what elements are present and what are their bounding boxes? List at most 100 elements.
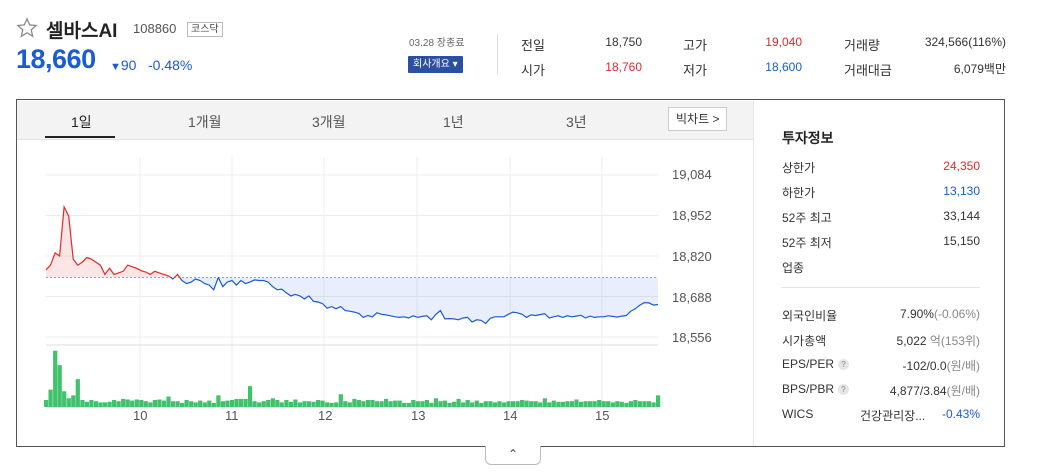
down-arrow-icon: ▼ bbox=[110, 61, 121, 73]
volume-bar bbox=[202, 402, 207, 407]
info-divider bbox=[782, 287, 980, 288]
tab-1month[interactable]: 1개월 bbox=[188, 114, 222, 130]
low-value: 18,600 bbox=[765, 60, 802, 74]
volume-bar bbox=[143, 401, 148, 407]
volume-bar bbox=[175, 401, 180, 407]
foreign-ratio-change: (-0.06%) bbox=[933, 307, 980, 321]
price-line-down bbox=[179, 277, 219, 291]
market-date-status: 03.28 장종료 bbox=[409, 38, 465, 49]
volume-bar bbox=[220, 401, 225, 407]
x-tick-label: 14 bbox=[503, 408, 518, 423]
chart-lines bbox=[45, 204, 659, 325]
help-icon[interactable]: ? bbox=[838, 384, 850, 395]
stock-code: 108860 bbox=[133, 21, 177, 36]
x-tick-label: 13 bbox=[411, 408, 426, 423]
help-icon[interactable]: ? bbox=[838, 359, 850, 370]
volume-bar bbox=[311, 401, 316, 407]
volume-bar bbox=[402, 402, 407, 407]
volume-bar bbox=[447, 402, 452, 407]
wics-sector-link[interactable]: 건강관리장... bbox=[860, 409, 926, 423]
52w-low-label: 52주 최저 bbox=[782, 236, 832, 250]
industry-label: 업종 bbox=[782, 261, 805, 275]
volume-bar bbox=[116, 401, 121, 407]
high-value: 19,040 bbox=[765, 35, 802, 49]
volume-bar bbox=[229, 400, 235, 407]
volume-bar bbox=[293, 399, 298, 407]
volume-bar bbox=[637, 401, 643, 407]
volume-bar bbox=[121, 398, 126, 407]
volume-bar bbox=[456, 398, 461, 407]
volume-bar bbox=[397, 400, 402, 407]
change-value: 90 bbox=[120, 57, 137, 73]
chart-grid bbox=[46, 157, 658, 408]
expand-toggle-button[interactable]: ⌃ bbox=[485, 446, 541, 465]
52w-high-label: 52주 최고 bbox=[782, 211, 832, 225]
tab-1day[interactable]: 1일 bbox=[71, 114, 92, 130]
eps-per: -102/0.0 bbox=[902, 359, 947, 373]
eps-per-value: -102/0.0(원/배) bbox=[903, 357, 980, 374]
volume-bar bbox=[320, 400, 325, 407]
volume-bar bbox=[238, 398, 244, 407]
volume-bar bbox=[57, 365, 62, 407]
volume-bar bbox=[470, 402, 475, 407]
volume-bar bbox=[134, 399, 139, 407]
volume-bar bbox=[415, 401, 420, 407]
trade-amount-value: 6,079백만 bbox=[953, 62, 1006, 76]
volume-bar bbox=[148, 402, 153, 407]
52w-low-value: 15,150 bbox=[943, 234, 980, 248]
bps-pbr-value: 4,877/3.84(원/배) bbox=[890, 382, 980, 399]
volume-bar bbox=[252, 401, 257, 407]
volume-bar bbox=[379, 401, 384, 407]
volume-bar bbox=[180, 402, 185, 407]
tab-3years[interactable]: 3년 bbox=[566, 114, 587, 130]
volume-bar bbox=[44, 400, 49, 407]
company-overview-button[interactable]: 회사개요 ▾ bbox=[408, 56, 463, 73]
high-label: 고가 bbox=[683, 38, 707, 53]
volume-bar bbox=[438, 401, 443, 407]
volume-bar bbox=[112, 400, 117, 407]
volume-bar bbox=[157, 399, 162, 407]
volume-bar bbox=[370, 400, 375, 407]
volume-label: 거래량 bbox=[844, 38, 880, 53]
volume-bar bbox=[89, 400, 94, 407]
volume-bars bbox=[44, 350, 661, 407]
current-price: 18,660 bbox=[16, 44, 96, 74]
volume-bar bbox=[48, 389, 53, 407]
volume-bar bbox=[75, 379, 80, 407]
tab-1year[interactable]: 1년 bbox=[443, 114, 464, 130]
volume-bar bbox=[465, 400, 470, 407]
volume-bar bbox=[325, 402, 330, 407]
volume-bar bbox=[53, 350, 58, 407]
volume-bar bbox=[71, 395, 76, 407]
volume-bar bbox=[266, 400, 271, 407]
volume-bar bbox=[529, 401, 534, 407]
volume-bar bbox=[225, 400, 230, 407]
big-chart-button[interactable]: 빅차트 > bbox=[668, 107, 728, 131]
volume-bar bbox=[193, 402, 198, 407]
volume-bar bbox=[429, 402, 434, 407]
volume-bar bbox=[497, 401, 502, 407]
volume-bar bbox=[170, 401, 176, 407]
volume-bar bbox=[302, 401, 307, 407]
tab-3months[interactable]: 3개월 bbox=[312, 114, 346, 130]
x-tick-label: 15 bbox=[595, 408, 610, 423]
volume-bar bbox=[384, 398, 389, 407]
volume-bar bbox=[578, 401, 584, 407]
volume-bar bbox=[560, 401, 565, 407]
volume-bar bbox=[275, 400, 280, 407]
open-value: 18,760 bbox=[605, 60, 642, 74]
period-tabs bbox=[17, 101, 753, 140]
volume-bar bbox=[207, 400, 212, 407]
favorite-star-icon[interactable] bbox=[16, 17, 38, 39]
volume-bar bbox=[520, 400, 525, 407]
volume-bar bbox=[211, 402, 216, 407]
bps-pbr-unit: (원/배) bbox=[946, 384, 980, 398]
volume-bar bbox=[393, 400, 398, 407]
eps-per-label: EPS/PER? bbox=[782, 357, 850, 371]
volume-bar bbox=[248, 386, 253, 407]
volume-bar bbox=[152, 400, 157, 407]
volume-bar bbox=[257, 402, 262, 407]
volume-bar bbox=[334, 402, 339, 407]
volume-bar bbox=[166, 396, 171, 407]
